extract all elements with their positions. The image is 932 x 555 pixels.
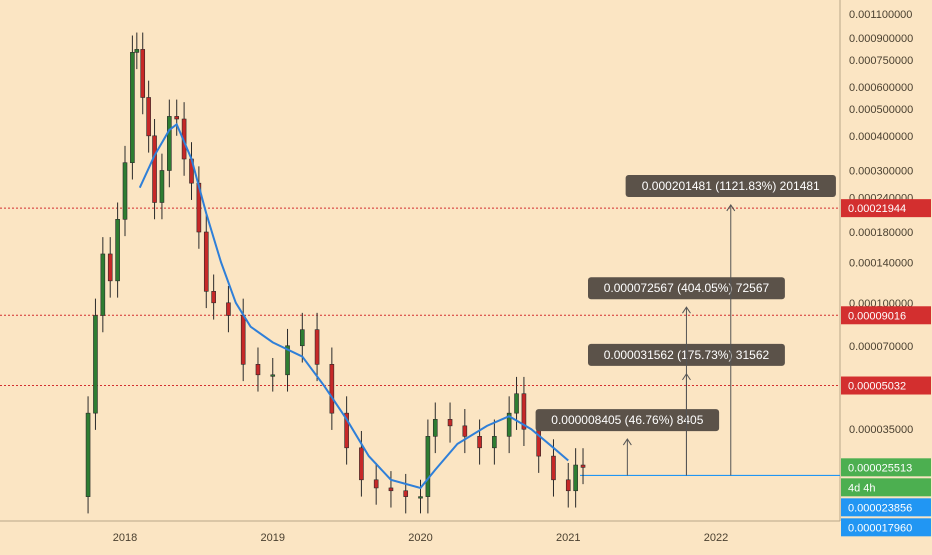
- candle-body: [152, 135, 157, 203]
- price-badge: [841, 458, 931, 477]
- candle-body: [506, 412, 512, 437]
- candle-body: [573, 464, 578, 492]
- price-badge: [841, 478, 931, 497]
- price-badge: [841, 199, 931, 218]
- candle-body: [477, 436, 482, 449]
- candle-body: [565, 479, 571, 492]
- y-tick-label: 0.000140000: [849, 257, 913, 269]
- measure-arrow-head: [726, 204, 736, 212]
- price-badge: [841, 498, 931, 517]
- candle-body: [329, 364, 335, 414]
- price-badge-label: 4d 4h: [848, 482, 876, 494]
- price-badge: [841, 376, 931, 395]
- candle-body: [344, 412, 349, 449]
- price-badge-label: 0.000023856: [848, 502, 912, 514]
- candle-body: [314, 329, 320, 365]
- measure-label-box: [535, 409, 720, 432]
- candle-body: [146, 97, 151, 137]
- candle-body: [373, 479, 379, 489]
- x-tick-label: 2021: [556, 532, 580, 544]
- candle-body: [226, 302, 231, 316]
- y-tick-label: 0.000750000: [849, 55, 913, 67]
- candle-body: [130, 52, 135, 164]
- candle-body: [122, 162, 128, 220]
- candle-body: [580, 464, 586, 468]
- candle-body: [107, 253, 113, 282]
- y-tick-label: 0.000180000: [849, 227, 913, 239]
- candle-body: [447, 419, 453, 427]
- price-badge: [841, 306, 931, 325]
- price-badge-label: 0.00005032: [848, 381, 906, 393]
- measure-label: 0.000008405 (46.76%) 8405: [551, 413, 703, 427]
- candle-body: [115, 219, 120, 282]
- candle-body: [159, 170, 165, 203]
- x-tick-label: 2018: [113, 532, 137, 544]
- candle-body: [285, 345, 290, 376]
- candle-body: [403, 490, 409, 497]
- candle-body: [203, 231, 209, 292]
- candle-body: [514, 393, 519, 414]
- candle-body: [551, 455, 556, 481]
- candle-body: [140, 49, 146, 98]
- price-badge-label: 0.000025513: [848, 462, 912, 474]
- y-tick-label: 0.000900000: [849, 33, 913, 45]
- y-tick-label: 0.000400000: [849, 131, 913, 143]
- price-badge-label: 0.00009016: [848, 310, 906, 322]
- candle-body: [240, 315, 246, 365]
- candle-body: [492, 436, 497, 449]
- candle-body: [462, 425, 468, 437]
- candle-body: [299, 329, 305, 347]
- y-tick-label: 0.000035000: [849, 424, 913, 436]
- measure-arrow-head: [622, 438, 632, 446]
- candle-body: [174, 116, 180, 120]
- price-badge: [841, 518, 931, 537]
- candle-body: [521, 393, 527, 430]
- price-badge-label: 0.000017960: [848, 522, 912, 534]
- y-tick-label: 0.001100000: [849, 9, 912, 21]
- candle-body: [255, 364, 261, 376]
- measure-label: 0.000072567 (404.05%) 72567: [604, 281, 770, 295]
- moving-average-line: [138, 122, 569, 490]
- y-tick-label: 0.000500000: [849, 104, 913, 116]
- candle-body: [100, 253, 106, 316]
- candle-body: [432, 419, 438, 437]
- candle-body: [418, 496, 423, 499]
- y-tick-label: 0.000300000: [849, 165, 913, 177]
- candle-body: [359, 447, 364, 481]
- x-tick-label: 2022: [704, 532, 728, 544]
- candle-body: [425, 436, 431, 497]
- candle-body: [134, 49, 140, 53]
- candle-body: [167, 116, 172, 171]
- measure-label-box: [588, 277, 785, 300]
- y-tick-label: 0.000600000: [849, 82, 913, 94]
- candle-body: [211, 291, 216, 304]
- price-badge-label: 0.00021944: [848, 203, 906, 215]
- candle-body: [93, 315, 98, 414]
- measure-label: 0.000201481 (1121.83%) 201481: [642, 179, 820, 193]
- x-tick-label: 2020: [408, 532, 432, 544]
- candle-body: [85, 412, 91, 497]
- measure-label-box: [625, 174, 836, 197]
- measure-arrow-head: [682, 306, 691, 314]
- candle-body: [270, 374, 276, 377]
- candle-body: [388, 487, 394, 492]
- y-tick-label: 0.000070000: [849, 341, 913, 353]
- x-tick-label: 2019: [261, 532, 285, 544]
